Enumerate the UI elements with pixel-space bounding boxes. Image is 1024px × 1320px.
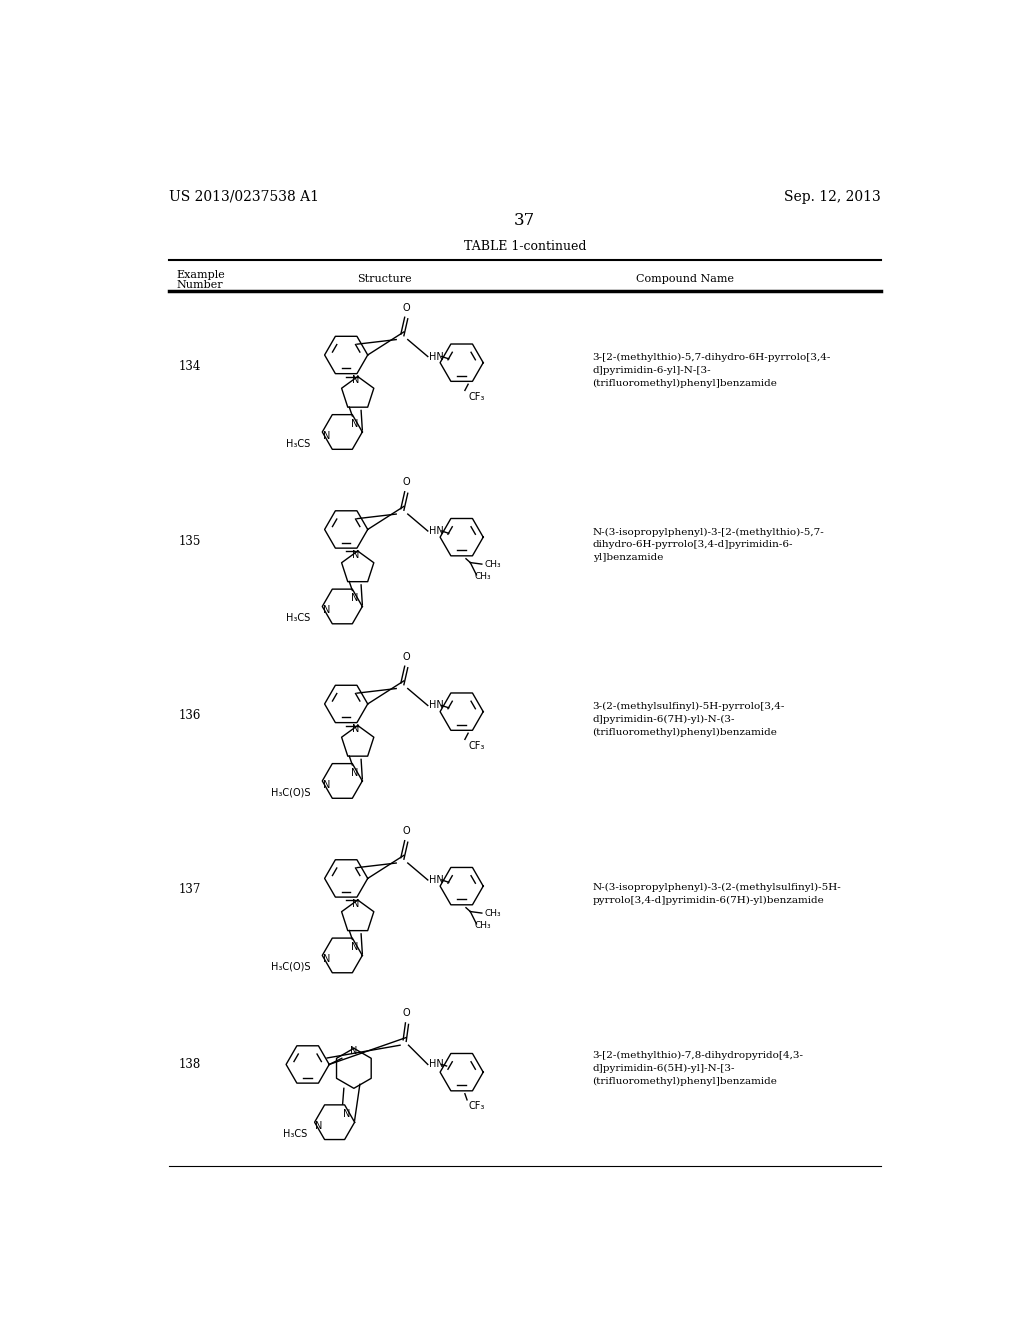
Text: Structure: Structure bbox=[357, 275, 412, 284]
Text: H₃CS: H₃CS bbox=[283, 1129, 307, 1139]
Text: 137: 137 bbox=[178, 883, 201, 896]
Text: O: O bbox=[402, 652, 410, 661]
Text: 134: 134 bbox=[178, 360, 201, 374]
Text: Sep. 12, 2013: Sep. 12, 2013 bbox=[783, 190, 881, 203]
Text: N: N bbox=[323, 780, 330, 789]
Text: 136: 136 bbox=[178, 709, 201, 722]
Text: 3-[2-(methylthio)-5,7-dihydro-6H-pyrrolo[3,4-
d]pyrimidin-6-yl]-N-[3-
(trifluoro: 3-[2-(methylthio)-5,7-dihydro-6H-pyrrolo… bbox=[593, 354, 830, 388]
Text: 138: 138 bbox=[178, 1057, 201, 1071]
Text: CF₃: CF₃ bbox=[468, 1101, 484, 1111]
Text: N: N bbox=[352, 550, 359, 560]
Text: HN: HN bbox=[429, 875, 444, 884]
Text: O: O bbox=[402, 302, 410, 313]
Text: N: N bbox=[350, 594, 358, 603]
Text: N: N bbox=[323, 606, 330, 615]
Text: O: O bbox=[402, 826, 410, 836]
Text: N: N bbox=[343, 1109, 350, 1119]
Text: N: N bbox=[352, 725, 359, 734]
Text: CF₃: CF₃ bbox=[468, 741, 484, 751]
Text: TABLE 1-continued: TABLE 1-continued bbox=[464, 240, 586, 253]
Text: O: O bbox=[402, 1008, 410, 1018]
Text: N: N bbox=[352, 375, 359, 385]
Text: N: N bbox=[315, 1121, 323, 1131]
Text: N: N bbox=[350, 768, 358, 777]
Text: H₃CS: H₃CS bbox=[287, 612, 310, 623]
Text: HN: HN bbox=[429, 1060, 444, 1069]
Text: N: N bbox=[323, 954, 330, 965]
Text: HN: HN bbox=[429, 351, 444, 362]
Text: Example: Example bbox=[177, 271, 225, 280]
Text: N: N bbox=[352, 899, 359, 909]
Text: 3-[2-(methylthio)-7,8-dihydropyrido[4,3-
d]pyrimidin-6(5H)-yl]-N-[3-
(trifluorom: 3-[2-(methylthio)-7,8-dihydropyrido[4,3-… bbox=[593, 1051, 804, 1085]
Text: N-(3-isopropylphenyl)-3-(2-(methylsulfinyl)-5H-
pyrrolo[3,4-d]pyrimidin-6(7H)-yl: N-(3-isopropylphenyl)-3-(2-(methylsulfin… bbox=[593, 883, 842, 904]
Text: CH₃: CH₃ bbox=[474, 921, 490, 929]
Text: CH₃: CH₃ bbox=[484, 908, 501, 917]
Text: N: N bbox=[350, 418, 358, 429]
Text: CH₃: CH₃ bbox=[474, 572, 490, 581]
Text: N-(3-isopropylphenyl)-3-[2-(methylthio)-5,7-
dihydro-6H-pyrrolo[3,4-d]pyrimidin-: N-(3-isopropylphenyl)-3-[2-(methylthio)-… bbox=[593, 528, 824, 562]
Text: CH₃: CH₃ bbox=[484, 560, 501, 569]
Text: N: N bbox=[350, 942, 358, 953]
Text: O: O bbox=[402, 477, 410, 487]
Text: N: N bbox=[350, 1047, 357, 1056]
Text: H₃CS: H₃CS bbox=[287, 438, 310, 449]
Text: 3-(2-(methylsulfinyl)-5H-pyrrolo[3,4-
d]pyrimidin-6(7H)-yl)-N-(3-
(trifluorometh: 3-(2-(methylsulfinyl)-5H-pyrrolo[3,4- d]… bbox=[593, 702, 785, 737]
Text: US 2013/0237538 A1: US 2013/0237538 A1 bbox=[169, 190, 319, 203]
Text: H₃C(O)S: H₃C(O)S bbox=[271, 788, 310, 797]
Text: HN: HN bbox=[429, 701, 444, 710]
Text: HN: HN bbox=[429, 525, 444, 536]
Text: Number: Number bbox=[177, 280, 223, 290]
Text: 135: 135 bbox=[178, 535, 201, 548]
Text: Compound Name: Compound Name bbox=[636, 275, 734, 284]
Text: CF₃: CF₃ bbox=[468, 392, 484, 403]
Text: N: N bbox=[323, 432, 330, 441]
Text: 37: 37 bbox=[514, 211, 536, 228]
Text: H₃C(O)S: H₃C(O)S bbox=[271, 962, 310, 972]
